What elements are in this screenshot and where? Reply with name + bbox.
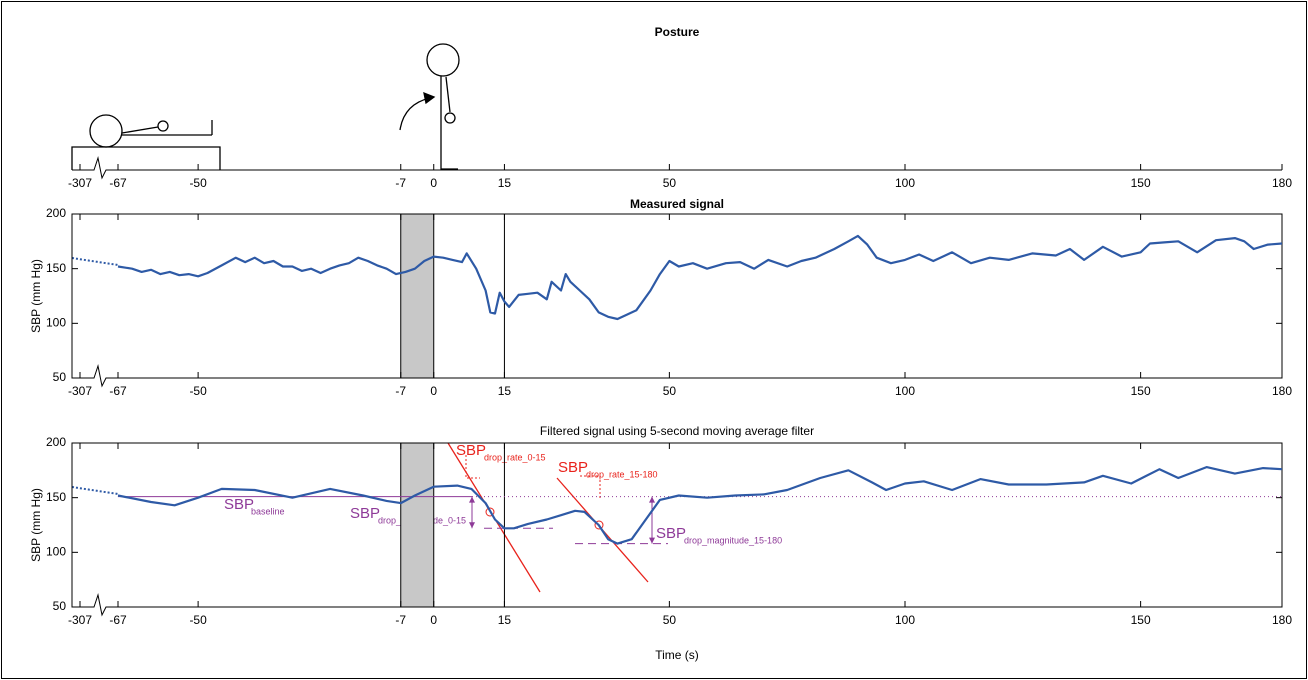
x-tick-label: 15 [498, 384, 512, 398]
arrow-head [649, 496, 655, 503]
x-tick-label: -307 [68, 384, 92, 398]
x-tick-label: -67 [109, 613, 127, 627]
y-axis-label: SBP (mm Hg) [29, 488, 43, 562]
annotation-subscript: baseline [251, 506, 285, 516]
standing-figure [399, 43, 460, 170]
x-tick-label: 0 [430, 176, 437, 190]
annotation: SBP [456, 442, 486, 459]
shaded-region [400, 213, 435, 379]
x-tick-label: -7 [395, 613, 406, 627]
axis-break-gap [89, 377, 107, 379]
axis-break-gap [89, 169, 107, 171]
annotation: SBP [224, 496, 254, 513]
annotation-subscript: drop_rate_15-180 [586, 469, 658, 479]
x-tick-label: 150 [1131, 384, 1151, 398]
axis-break [86, 364, 110, 388]
posture-title: Posture [655, 25, 700, 39]
x-tick-label: 180 [1272, 613, 1292, 627]
arrow-head [649, 537, 655, 544]
axis-break [86, 156, 110, 180]
annotation-subscript: drop_rate_0-15 [484, 452, 546, 462]
x-tick-label: -7 [395, 176, 406, 190]
axis-break [86, 593, 110, 617]
y-tick-label: 150 [46, 490, 66, 504]
y-tick-label: 200 [46, 206, 66, 220]
x-tick-label: 0 [430, 384, 437, 398]
plot-frame [71, 213, 1283, 379]
annotation-subscript: drop_magnitude_15-180 [684, 535, 782, 545]
y-tick-label: 150 [46, 261, 66, 275]
plot-frame [71, 442, 1283, 608]
y-tick-label: 50 [53, 370, 67, 384]
x-tick-label: 50 [663, 176, 677, 190]
x-tick-label: 100 [895, 384, 915, 398]
y-tick-label: 100 [46, 545, 66, 559]
x-tick-label: 50 [663, 613, 677, 627]
filtered-title: Filtered signal using 5-second moving av… [540, 424, 814, 438]
x-tick-label: 150 [1131, 176, 1151, 190]
x-tick-label: 100 [895, 613, 915, 627]
x-tick-label: -67 [109, 384, 127, 398]
signal-line [117, 234, 1283, 321]
x-tick-label: 180 [1272, 384, 1292, 398]
y-tick-label: 200 [46, 435, 66, 449]
x-tick-label: 100 [895, 176, 915, 190]
annotation: SBP [656, 525, 686, 542]
x-axis-label: Time (s) [655, 648, 699, 662]
x-tick-label: 15 [498, 613, 512, 627]
x-tick-label: -50 [189, 176, 207, 190]
annotation: SBP [558, 459, 588, 476]
x-tick-label: -50 [189, 613, 207, 627]
measured-title: Measured signal [630, 197, 724, 211]
x-tick-label: -50 [189, 384, 207, 398]
x-tick-label: 50 [663, 384, 677, 398]
lying-figure [71, 114, 221, 170]
arrow-head [469, 496, 475, 503]
shaded-region [400, 442, 435, 608]
annotation: SBP [350, 505, 380, 522]
x-tick-label: 15 [498, 176, 512, 190]
signal-line [117, 466, 1283, 545]
x-tick-label: 180 [1272, 176, 1292, 190]
y-tick-label: 100 [46, 316, 66, 330]
axis-break-gap [89, 606, 107, 608]
x-tick-label: -7 [395, 384, 406, 398]
arrow-head [469, 522, 475, 529]
y-axis-label: SBP (mm Hg) [29, 259, 43, 333]
x-tick-label: 150 [1131, 613, 1151, 627]
x-tick-label: -307 [68, 176, 92, 190]
x-tick-label: 0 [430, 613, 437, 627]
y-tick-label: 50 [53, 599, 67, 613]
x-tick-label: -67 [109, 176, 127, 190]
x-tick-label: -307 [68, 613, 92, 627]
